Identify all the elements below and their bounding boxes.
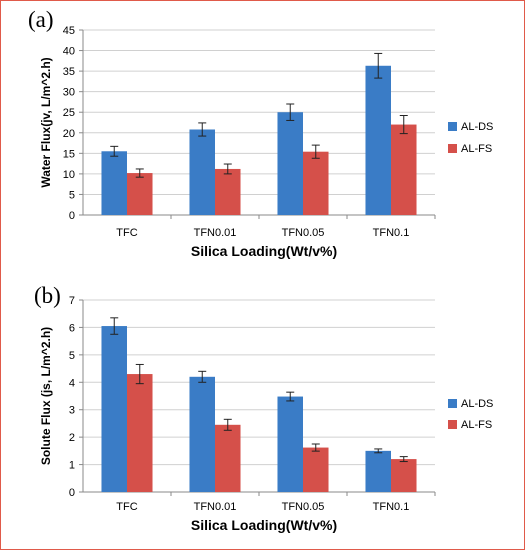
bar-al-ds-tfc: [101, 151, 127, 215]
bar-al-fs-tfn0.05: [303, 151, 329, 215]
x-tick-label: TFN0.1: [373, 227, 410, 239]
y-tick-label: 6: [69, 322, 75, 334]
y-tick-label: 1: [69, 460, 75, 472]
y-tick-label: 7: [69, 295, 75, 307]
y-axis-title: Solute Flux (js, L/m^2.h): [39, 327, 53, 465]
y-tick-label: 3: [69, 405, 75, 417]
chart-panel-a: 0 5 10 15 20 25 30 35 40 45 TFC TFN0.01 TFN0.05 TFN0.…: [39, 25, 493, 259]
bar-al-fs-tfn0.01: [215, 424, 241, 492]
x-tick-label: TFN0.1: [373, 501, 410, 513]
x-tick-label: TFC: [116, 501, 137, 513]
bar-al-fs-tfn0.1: [391, 459, 417, 492]
bar-al-fs-tfc: [127, 173, 153, 215]
bar-al-ds-tfn0.1: [365, 65, 391, 216]
y-axis-title: Water Flux(jv, L/m^2.h): [39, 57, 53, 187]
bar-al-ds-tfn0.01: [189, 376, 215, 492]
legend-swatch-al-ds: [448, 122, 457, 131]
bar-al-ds-tfn0.01: [189, 129, 215, 215]
bar-al-fs-tfn0.05: [303, 447, 329, 492]
legend-label-al-fs: AL-FS: [461, 143, 492, 155]
x-tick-label: TFN0.01: [194, 227, 237, 239]
y-tick-label: 10: [63, 169, 75, 181]
y-tick-label: 40: [63, 46, 75, 58]
y-tick-label: 4: [69, 377, 75, 389]
y-tick-label: 25: [63, 107, 75, 119]
x-tick-label: TFC: [116, 227, 137, 239]
legend-swatch-al-fs: [448, 144, 457, 153]
legend-label-al-fs: AL-FS: [461, 419, 492, 431]
y-tick-label: 15: [63, 148, 75, 160]
legend-swatch-al-fs: [448, 420, 457, 429]
x-tick-label: TFN0.01: [194, 501, 237, 513]
x-axis-title: Silica Loading(Wt/v%): [191, 243, 337, 259]
bar-al-ds-tfc: [101, 326, 127, 492]
legend-label-al-ds: AL-DS: [461, 398, 493, 410]
legend-swatch-al-ds: [448, 399, 457, 408]
bar-al-ds-tfn0.1: [365, 450, 391, 492]
x-axis-title: Silica Loading(Wt/v%): [191, 517, 337, 533]
bar-al-fs-tfc: [127, 374, 153, 492]
bar-al-ds-tfn0.05: [277, 396, 303, 492]
y-tick-label: 20: [63, 128, 75, 140]
panel-a-label: (a): [28, 7, 54, 32]
y-tick-label: 35: [63, 66, 75, 78]
y-tick-label: 0: [69, 487, 75, 499]
bar-al-ds-tfn0.05: [277, 112, 303, 215]
legend-label-al-ds: AL-DS: [461, 121, 493, 133]
bar-al-fs-tfn0.01: [215, 168, 241, 215]
y-tick-label: 2: [69, 432, 75, 444]
y-tick-label: 45: [63, 25, 75, 37]
panel-b-label: (b): [34, 283, 61, 308]
x-tick-label: TFN0.05: [282, 501, 325, 513]
y-tick-label: 0: [69, 210, 75, 222]
bar-al-fs-tfn0.1: [391, 124, 417, 215]
x-tick-label: TFN0.05: [282, 227, 325, 239]
y-tick-label: 30: [63, 87, 75, 99]
y-tick-label: 5: [69, 350, 75, 362]
chart-panel-b: 0 1 2 3 4 5 6 7 TFC TFN0.01 TFN0.05 TFN0.1 Silica Lo…: [39, 295, 493, 533]
y-tick-label: 5: [69, 189, 75, 201]
